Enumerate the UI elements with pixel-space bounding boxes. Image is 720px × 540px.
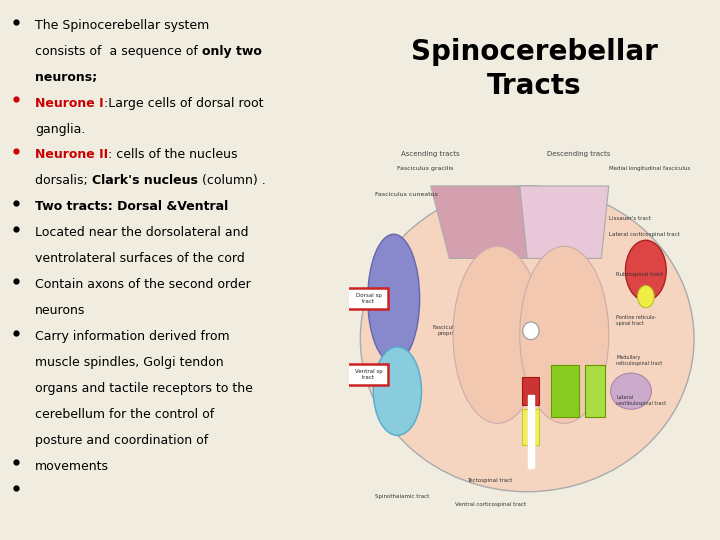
Text: Descending tracts: Descending tracts: [547, 151, 611, 157]
Text: Medial longitudinal fasciculus: Medial longitudinal fasciculus: [609, 166, 690, 171]
Text: cerebellum for the control of: cerebellum for the control of: [35, 408, 214, 421]
Text: Neurone II: Neurone II: [35, 148, 108, 161]
Text: Rubrospinal tract: Rubrospinal tract: [616, 273, 663, 278]
Text: Medullary
reticulospinal tract: Medullary reticulospinal tract: [616, 355, 662, 366]
Ellipse shape: [360, 186, 694, 492]
Bar: [552, 365, 579, 417]
Ellipse shape: [611, 373, 652, 409]
Ellipse shape: [637, 286, 654, 308]
Text: dorsalis;: dorsalis;: [35, 174, 91, 187]
Bar: [521, 409, 539, 445]
Text: Located near the dorsolateral and: Located near the dorsolateral and: [35, 226, 248, 239]
Text: The Spinocerebellar system: The Spinocerebellar system: [35, 19, 210, 32]
Text: (column) .: (column) .: [197, 174, 265, 187]
Polygon shape: [431, 186, 527, 258]
Text: Pontine reticulo-
spinal tract: Pontine reticulo- spinal tract: [616, 315, 657, 326]
Text: muscle spindles, Golgi tendon: muscle spindles, Golgi tendon: [35, 356, 223, 369]
Text: only two: only two: [202, 45, 261, 58]
Text: consists of  a sequence of: consists of a sequence of: [35, 45, 202, 58]
Text: : cells of the nucleus: : cells of the nucleus: [108, 148, 238, 161]
Ellipse shape: [453, 246, 542, 423]
Text: Lateral
vestibulospinal tract: Lateral vestibulospinal tract: [616, 395, 666, 406]
Text: Tectospinal tract: Tectospinal tract: [467, 478, 513, 483]
Ellipse shape: [373, 347, 421, 435]
Text: posture and coordination of: posture and coordination of: [35, 434, 208, 447]
Text: Lissauer's tract: Lissauer's tract: [609, 216, 651, 221]
Text: organs and tactile receptors to the: organs and tactile receptors to the: [35, 382, 253, 395]
Text: Two tracts: Dorsal &Ventral: Two tracts: Dorsal &Ventral: [35, 200, 228, 213]
Bar: [528, 395, 534, 468]
Text: Neurone I: Neurone I: [35, 97, 104, 110]
Ellipse shape: [368, 234, 420, 363]
Text: Clark's nucleus: Clark's nucleus: [91, 174, 197, 187]
Text: :Large cells of dorsal root: :Large cells of dorsal root: [104, 97, 263, 110]
Text: Spinothalamic tract: Spinothalamic tract: [375, 494, 429, 499]
Ellipse shape: [626, 240, 666, 301]
Bar: [521, 377, 539, 405]
Bar: [585, 365, 605, 417]
Text: ventrolateral surfaces of the cord: ventrolateral surfaces of the cord: [35, 252, 245, 265]
Text: Ventral corticospinal tract: Ventral corticospinal tract: [454, 502, 526, 507]
Text: movements: movements: [35, 460, 109, 472]
Text: Spinocerebellar
Tracts: Spinocerebellar Tracts: [411, 38, 658, 100]
Text: Lateral corticospinal tract: Lateral corticospinal tract: [609, 232, 680, 237]
Circle shape: [523, 322, 539, 340]
Text: neurons: neurons: [35, 304, 85, 317]
FancyBboxPatch shape: [346, 364, 388, 385]
Text: Ventral sp
tract: Ventral sp tract: [355, 369, 382, 380]
Polygon shape: [520, 186, 609, 258]
Text: ganglia.: ganglia.: [35, 123, 85, 136]
FancyBboxPatch shape: [346, 288, 388, 309]
Text: Fasciculus
proprius: Fasciculus proprius: [433, 325, 461, 336]
Ellipse shape: [520, 246, 609, 423]
Text: Ascending tracts: Ascending tracts: [402, 151, 460, 157]
Text: Fasciculus cuneatus: Fasciculus cuneatus: [375, 192, 438, 197]
Text: Dorsal sp
tract: Dorsal sp tract: [356, 293, 382, 303]
Text: Contain axons of the second order: Contain axons of the second order: [35, 278, 251, 291]
Text: Carry information derived from: Carry information derived from: [35, 330, 230, 343]
Text: Fasciculus gracilis: Fasciculus gracilis: [397, 166, 454, 171]
Text: neurons;: neurons;: [35, 71, 97, 84]
